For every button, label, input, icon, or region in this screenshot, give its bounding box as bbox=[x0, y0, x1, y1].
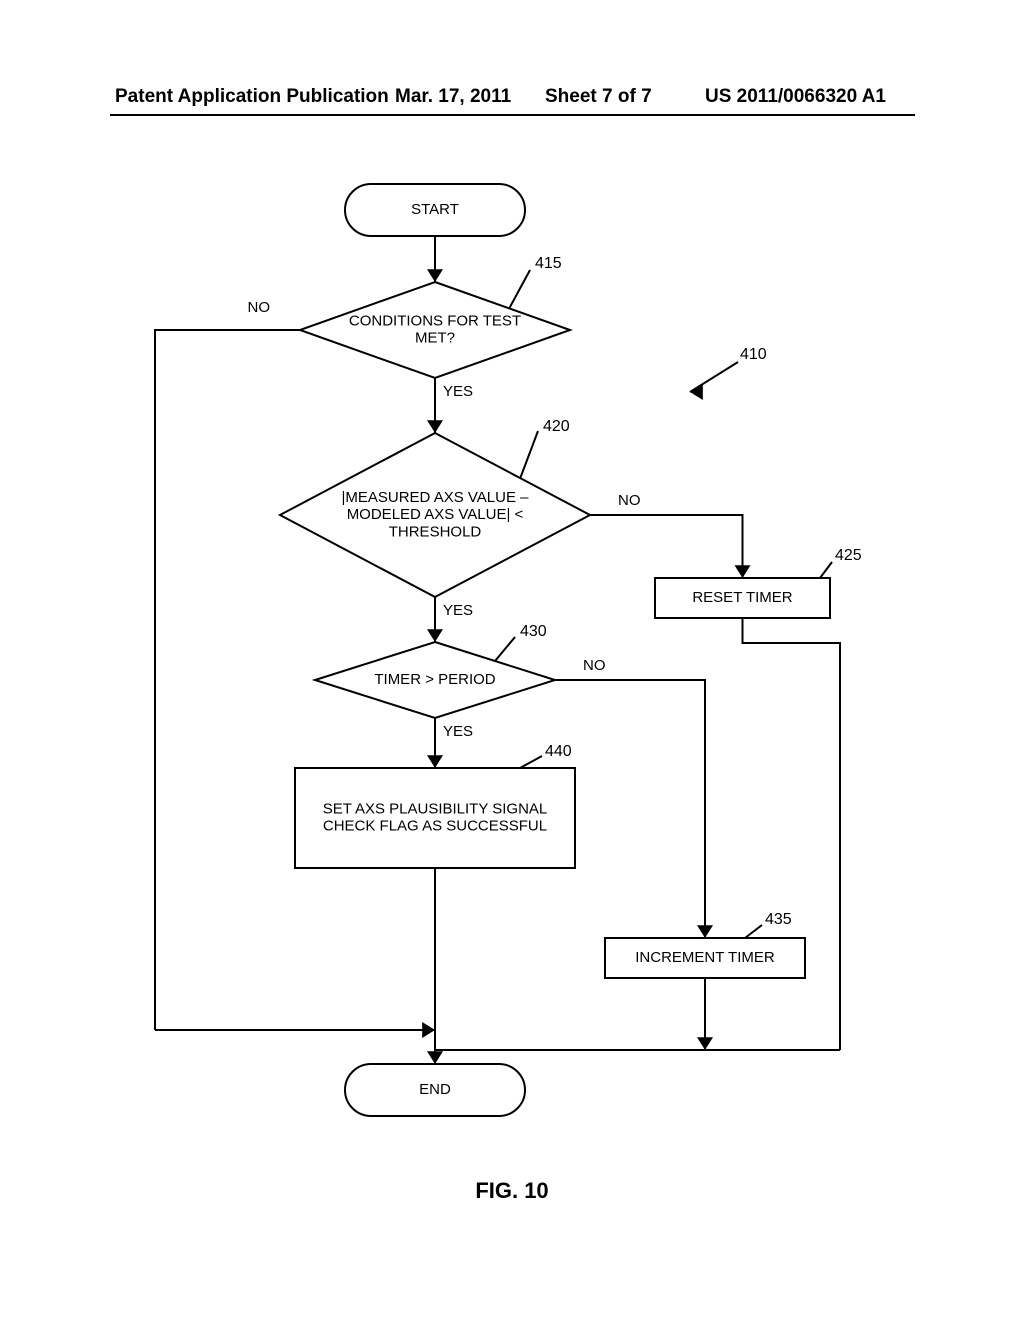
svg-text:430: 430 bbox=[520, 623, 547, 640]
publication-date: Mar. 17, 2011 bbox=[395, 86, 511, 108]
svg-text:410: 410 bbox=[740, 346, 767, 363]
figure-caption: FIG. 10 bbox=[0, 1178, 1024, 1204]
svg-text:440: 440 bbox=[545, 743, 572, 760]
svg-text:TIMER > PERIOD: TIMER > PERIOD bbox=[374, 671, 495, 688]
svg-text:END: END bbox=[419, 1081, 451, 1098]
sheet-number: Sheet 7 of 7 bbox=[545, 86, 652, 108]
svg-text:NO: NO bbox=[583, 657, 606, 674]
svg-text:435: 435 bbox=[765, 911, 792, 928]
svg-text:NO: NO bbox=[248, 299, 271, 316]
svg-text:YES: YES bbox=[443, 602, 473, 619]
publication-label: Patent Application Publication bbox=[115, 86, 389, 108]
svg-text:START: START bbox=[411, 201, 459, 218]
svg-text:CONDITIONS FOR TESTMET?: CONDITIONS FOR TESTMET? bbox=[349, 312, 521, 346]
svg-text:INCREMENT TIMER: INCREMENT TIMER bbox=[635, 949, 775, 966]
svg-text:|MEASURED AXS VALUE –MODELED A: |MEASURED AXS VALUE –MODELED AXS VALUE| … bbox=[341, 489, 529, 541]
svg-text:NO: NO bbox=[618, 492, 641, 509]
svg-text:415: 415 bbox=[535, 255, 562, 272]
page: Patent Application Publication Mar. 17, … bbox=[0, 0, 1024, 1320]
flowchart-container: START CONDITIONS FOR TESTMET? 415 410 NO YES |… bbox=[100, 170, 920, 1175]
svg-text:425: 425 bbox=[835, 547, 862, 564]
publication-number: US 2011/0066320 A1 bbox=[705, 86, 886, 108]
svg-text:SET AXS PLAUSIBILITY SIGNALCHE: SET AXS PLAUSIBILITY SIGNALCHECK FLAG AS… bbox=[323, 800, 548, 834]
flowchart-svg: START CONDITIONS FOR TESTMET? 415 410 NO YES |… bbox=[100, 170, 920, 1170]
svg-text:YES: YES bbox=[443, 723, 473, 740]
svg-text:YES: YES bbox=[443, 383, 473, 400]
header-rule bbox=[110, 114, 915, 116]
svg-text:420: 420 bbox=[543, 418, 570, 435]
svg-text:RESET TIMER: RESET TIMER bbox=[692, 589, 792, 606]
